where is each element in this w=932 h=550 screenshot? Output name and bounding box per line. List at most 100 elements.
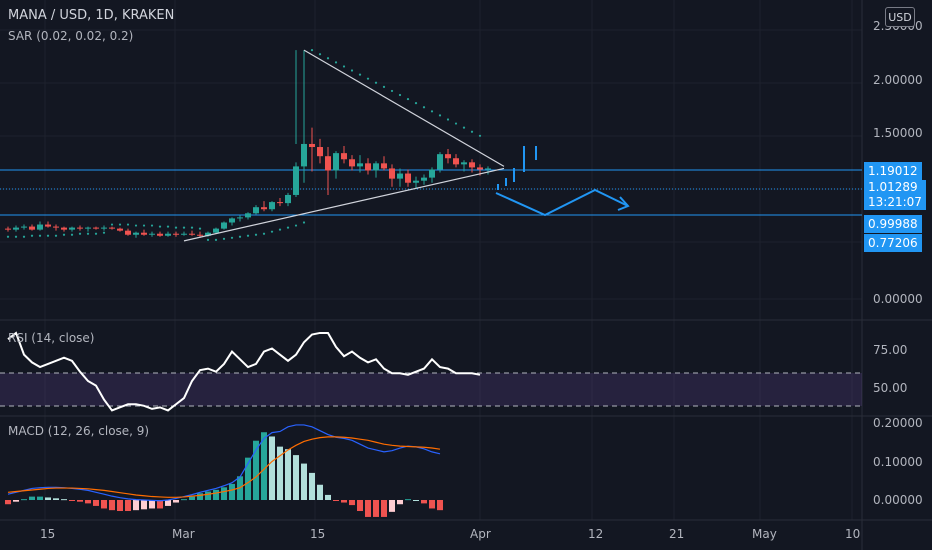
- sar-dot: [22, 235, 26, 238]
- sar-dot: [86, 232, 90, 235]
- macd-histogram-bar: [13, 500, 19, 502]
- rsi-legend: RSI (14, close): [8, 331, 95, 345]
- sar-dot: [110, 223, 114, 226]
- macd-histogram-bar: [45, 497, 51, 500]
- candle-body: [309, 143, 315, 148]
- candle-body: [285, 194, 291, 204]
- candle-body: [333, 153, 339, 171]
- macd-tick-label: 0.20000: [873, 416, 923, 430]
- candle-body: [45, 224, 51, 227]
- sar-dot: [38, 234, 42, 237]
- current-price-tag: 1.01289 13:21:07: [864, 180, 926, 210]
- sar-dot: [430, 110, 434, 113]
- sar-dot: [398, 93, 402, 97]
- macd-histogram-bar: [365, 500, 371, 517]
- sar-dot: [334, 61, 338, 64]
- macd-tick-label: 0.10000: [873, 455, 923, 469]
- macd-histogram-bar: [125, 500, 131, 512]
- sar-dot: [158, 225, 162, 228]
- macd-histogram-bar: [277, 446, 283, 500]
- sar-dot: [406, 97, 410, 101]
- trendline-upper: [303, 49, 505, 167]
- sar-dot: [182, 226, 186, 229]
- candle-body: [101, 227, 107, 229]
- sar-dot: [326, 57, 330, 60]
- macd-histogram-bar: [61, 499, 67, 501]
- candle-body: [125, 230, 131, 235]
- candle-body: [21, 226, 27, 228]
- price-tick-label: 0.00000: [873, 292, 923, 306]
- current-price-value: 1.01289: [868, 180, 918, 194]
- sar-dot: [270, 230, 274, 233]
- sar-dot: [6, 235, 10, 238]
- macd-histogram-bar: [421, 500, 427, 504]
- trendline-lower: [183, 167, 505, 242]
- macd-histogram-bar: [157, 500, 163, 509]
- macd-signal-line: [7, 436, 441, 498]
- sar-dot: [446, 118, 450, 121]
- candle-body: [325, 156, 331, 171]
- currency-button[interactable]: USD: [885, 7, 915, 27]
- macd-histogram-bar: [197, 493, 203, 500]
- macd-histogram-bar: [405, 499, 411, 501]
- price-tick-label: 2.00000: [873, 73, 923, 87]
- candle-body: [5, 228, 11, 230]
- macd-histogram-bar: [309, 472, 315, 500]
- sar-dot: [206, 238, 210, 241]
- sar-dot: [246, 234, 250, 237]
- candle-body: [141, 232, 147, 235]
- time-tick-label: 15: [310, 527, 326, 541]
- macd-histogram-bar: [133, 500, 139, 511]
- candle-body: [437, 154, 443, 170]
- sar-dot: [470, 130, 474, 133]
- candle-body: [397, 173, 403, 179]
- sar-dot: [262, 232, 266, 235]
- rsi-tick-label: 75.00: [873, 343, 908, 357]
- candle-body: [365, 163, 371, 171]
- sar-dot: [198, 227, 202, 230]
- time-tick-label: 21: [669, 527, 685, 541]
- sar-dot: [414, 102, 418, 105]
- macd-histogram-bar: [141, 500, 147, 510]
- candle-body: [149, 233, 155, 235]
- macd-histogram-bar: [213, 489, 219, 500]
- candle-body: [117, 228, 123, 231]
- candle-body: [29, 226, 35, 230]
- sar-dot: [14, 235, 18, 238]
- macd-line: [7, 424, 441, 502]
- macd-histogram-bar: [269, 436, 275, 500]
- sar-dot: [78, 232, 82, 235]
- sar-dot: [134, 224, 138, 227]
- candle-body: [421, 177, 427, 181]
- candle-body: [77, 227, 83, 229]
- candle-body: [261, 207, 267, 210]
- sar-dot: [238, 235, 242, 238]
- candle-body: [93, 227, 99, 229]
- candle-body: [429, 169, 435, 178]
- sar-dot: [382, 85, 386, 88]
- sar-dot: [70, 233, 74, 236]
- sar-dot: [310, 49, 314, 52]
- candle-body: [133, 232, 139, 235]
- candle-body: [477, 167, 483, 170]
- sar-dot: [150, 224, 154, 227]
- rsi-tick-label: 50.00: [873, 381, 908, 395]
- macd-histogram-bar: [229, 483, 235, 500]
- sar-dot: [174, 226, 178, 229]
- sar-legend: SAR (0.02, 0.02, 0.2): [8, 29, 134, 43]
- candle-body: [37, 224, 43, 230]
- candle-body: [205, 232, 211, 236]
- candle-body: [221, 222, 227, 229]
- macd-histogram-bar: [341, 500, 347, 503]
- sar-dot: [390, 89, 394, 93]
- candle-body: [461, 162, 467, 165]
- sar-dot: [222, 237, 226, 240]
- candle-body: [165, 233, 171, 236]
- candle-body: [197, 234, 203, 236]
- level-low-tag: 0.77206: [864, 234, 922, 252]
- candle-body: [373, 163, 379, 171]
- sar-dot: [230, 236, 234, 239]
- candle-body: [381, 163, 387, 169]
- sar-dot: [342, 65, 346, 68]
